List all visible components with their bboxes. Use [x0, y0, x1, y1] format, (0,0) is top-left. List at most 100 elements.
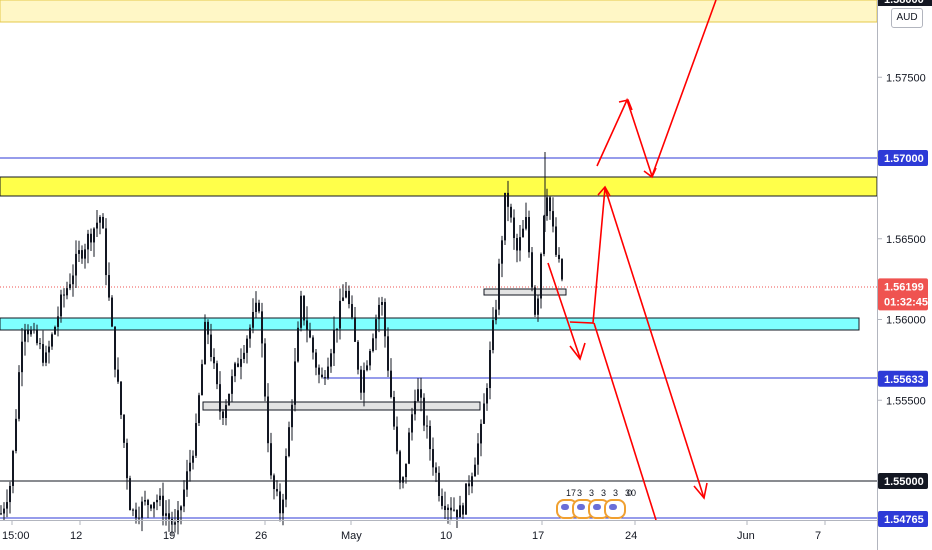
- resistance-zone[interactable]: [0, 176, 878, 197]
- candle-body: [435, 467, 437, 473]
- level-price-tag[interactable]: [878, 510, 928, 527]
- candle-body: [138, 517, 140, 519]
- candle-body: [27, 330, 29, 335]
- candle-body: [162, 495, 164, 516]
- candle-body: [243, 352, 245, 360]
- candle-body: [195, 423, 197, 456]
- candle-body: [528, 217, 530, 253]
- economic-events[interactable]: 17 3 3 3 3 3 0 0: [556, 488, 636, 519]
- consolidation-box[interactable]: [202, 401, 481, 411]
- candle-body: [102, 216, 104, 229]
- candle-body: [510, 206, 512, 218]
- candle-body: [561, 259, 563, 280]
- candle-body: [543, 215, 545, 254]
- candle-body: [366, 365, 368, 371]
- currency-label[interactable]: AUD: [891, 8, 923, 28]
- consolidation-box-recent[interactable]: [483, 288, 567, 296]
- candle-body: [72, 275, 74, 285]
- candle-body: [279, 491, 281, 514]
- projection-arrows[interactable]: [547, 0, 717, 521]
- candle-body: [18, 372, 20, 419]
- candle-body: [156, 499, 158, 503]
- candle-body: [75, 253, 77, 276]
- price-tick-label: 1.57500: [886, 72, 926, 84]
- candle-body: [513, 217, 515, 239]
- candle-body: [153, 502, 155, 509]
- time-tick-label: 19: [163, 530, 175, 542]
- arrow-down-long[interactable]: [604, 187, 705, 499]
- candle-body: [342, 297, 344, 301]
- candle-body: [396, 426, 398, 452]
- candle-body: [15, 418, 17, 452]
- support-zone[interactable]: [0, 317, 860, 331]
- candle-body: [372, 338, 374, 352]
- candle-body: [462, 505, 464, 515]
- event-count: 3: [601, 488, 607, 498]
- candle-body: [192, 455, 194, 463]
- calendar-event-icon[interactable]: [604, 499, 626, 519]
- level-price-tag[interactable]: [878, 370, 928, 387]
- candle-body: [381, 302, 383, 305]
- arrowhead-breakout-retest[interactable]: [643, 167, 657, 179]
- event-count: 17: [566, 488, 577, 498]
- candle-body: [402, 477, 404, 483]
- arrow-up-to-resistance[interactable]: [569, 187, 606, 324]
- current-price-tag[interactable]: [878, 278, 928, 311]
- candle-body: [42, 344, 44, 363]
- candle-body: [531, 252, 533, 288]
- candle-body: [30, 330, 32, 335]
- candle-body: [81, 250, 83, 259]
- time-tick-label: 24: [625, 530, 637, 542]
- candle-body: [123, 414, 125, 443]
- supply-zone-top[interactable]: [0, 0, 878, 23]
- candle-body: [150, 505, 152, 509]
- top-price-tag[interactable]: [878, 0, 932, 6]
- candle-body: [387, 336, 389, 371]
- candle-body: [546, 197, 548, 216]
- candle-body: [369, 351, 371, 366]
- arrow-down-short[interactable]: [547, 262, 581, 359]
- candle-body: [471, 476, 473, 487]
- candle-body: [186, 471, 188, 490]
- time-tick-label: Jun: [737, 530, 755, 542]
- candle-body: [315, 352, 317, 368]
- candle-body: [0, 513, 2, 515]
- candle-body: [177, 510, 179, 523]
- candle-body: [87, 233, 89, 250]
- candle-body: [330, 353, 332, 367]
- candle-body: [522, 228, 524, 238]
- arrowhead-breakout-peak[interactable]: [618, 99, 633, 111]
- arrowhead-down-short[interactable]: [569, 342, 586, 361]
- candle-body: [9, 485, 11, 503]
- arrow-breakout-up[interactable]: [596, 0, 717, 179]
- arrowhead-up-resistance[interactable]: [597, 185, 611, 197]
- candle-body: [144, 500, 146, 502]
- candle-body: [207, 321, 209, 335]
- candle-body: [213, 356, 215, 364]
- candle-body: [291, 404, 293, 428]
- arrow-down-deep[interactable]: [593, 322, 657, 521]
- level-price-tag[interactable]: [878, 150, 928, 166]
- candle-body: [57, 316, 59, 327]
- candle-body: [294, 361, 296, 405]
- time-axis[interactable]: 15:00 12 19 26 May 10 17 24 Jun 7: [2, 520, 826, 542]
- arrowhead-down-long[interactable]: [693, 482, 708, 500]
- candle-body: [519, 237, 521, 251]
- price-tick-label: 1.56500: [886, 234, 926, 246]
- candle-body: [108, 275, 110, 298]
- candle-body: [405, 463, 407, 478]
- candle-body: [24, 330, 26, 342]
- plot-background[interactable]: [0, 0, 877, 520]
- level-price-tag[interactable]: [878, 473, 928, 489]
- candle-body: [261, 311, 263, 344]
- candle-body: [498, 263, 500, 310]
- candle-body: [105, 228, 107, 276]
- price-tick-label: 1.55500: [886, 395, 926, 407]
- candle-body: [504, 192, 506, 241]
- candle-body: [117, 369, 119, 382]
- price-axis[interactable]: 1.57500 1.56500 1.56000 1.55500 1.58000 1.570…: [877, 0, 932, 527]
- candle-body: [183, 489, 185, 507]
- candle-body: [93, 228, 95, 243]
